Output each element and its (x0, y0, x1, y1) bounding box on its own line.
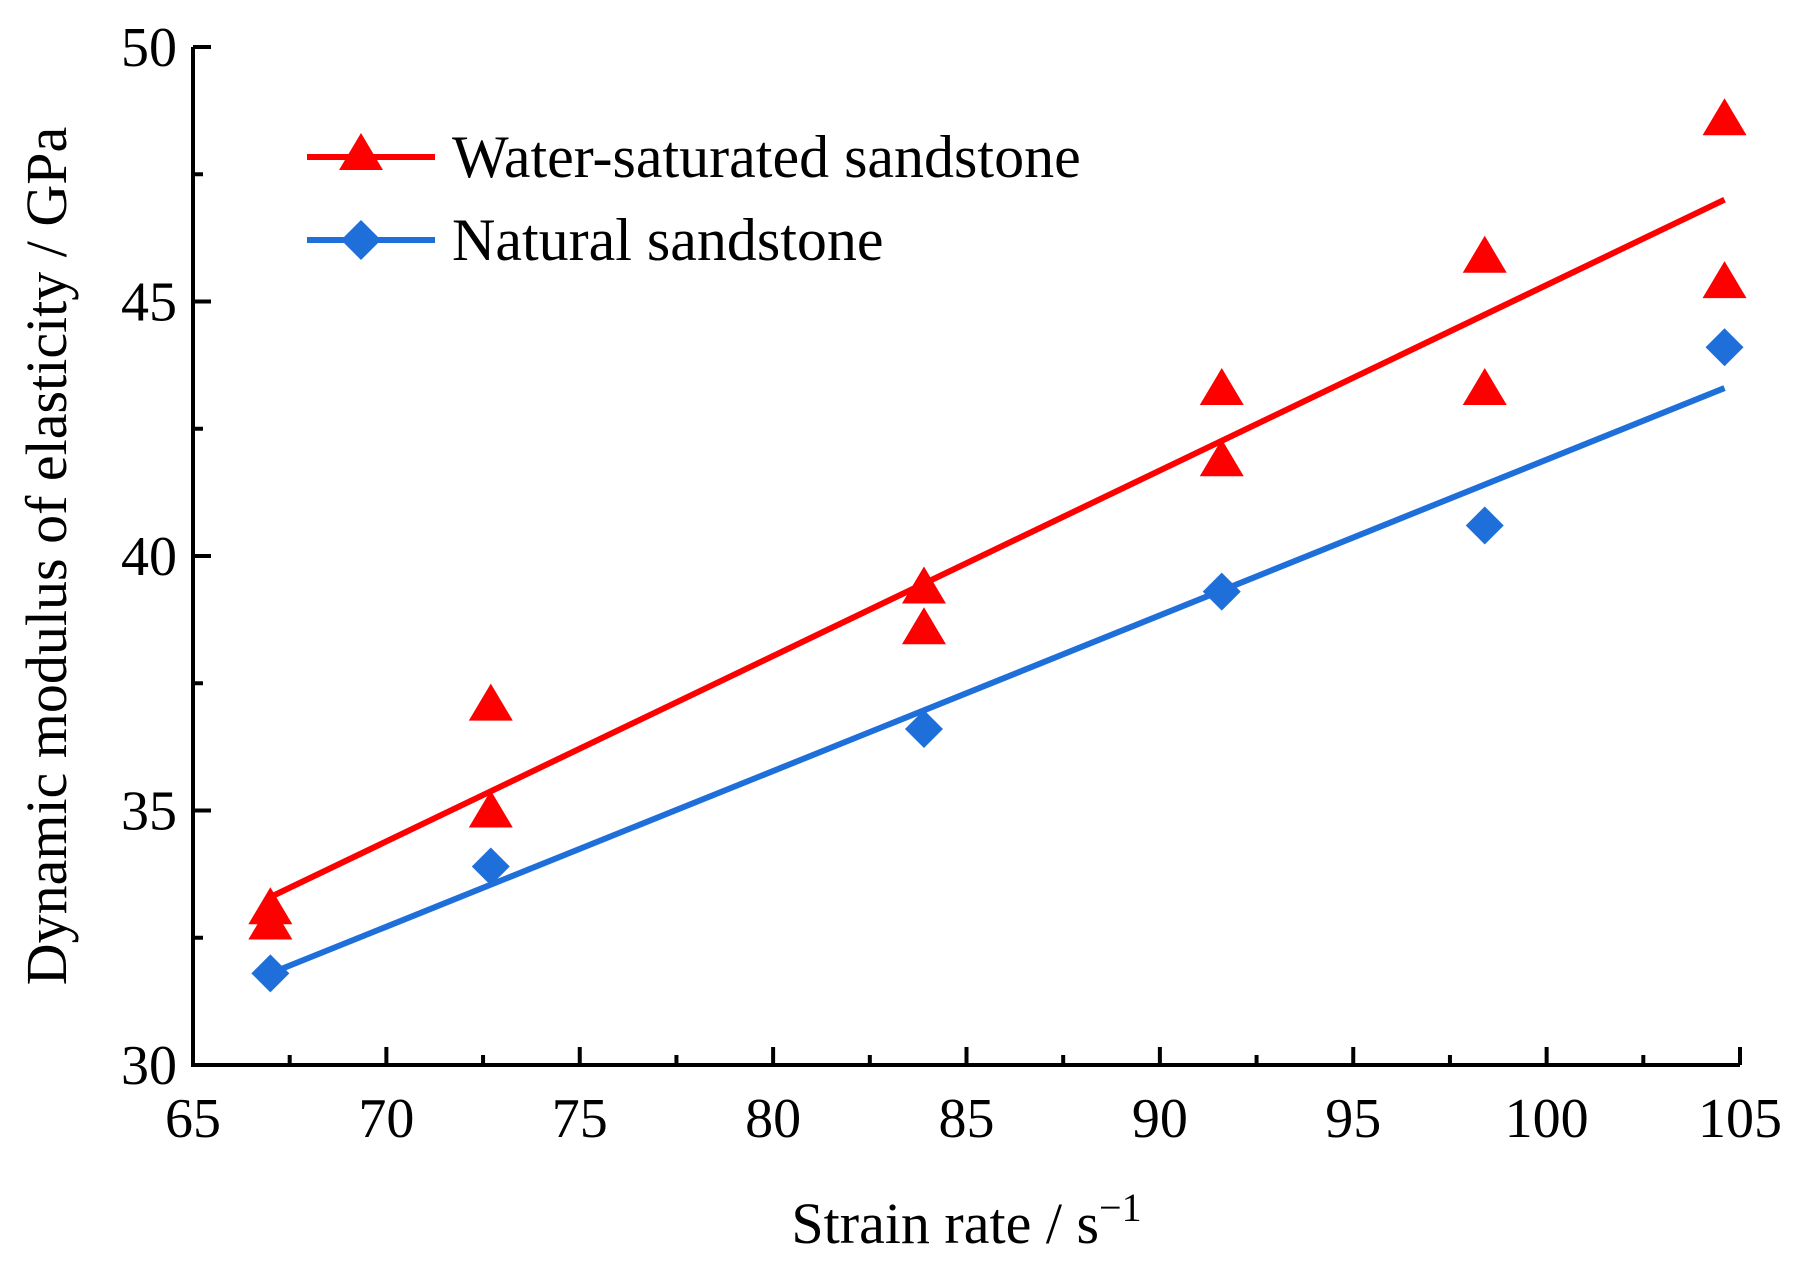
x-tick-label: 75 (552, 1088, 608, 1150)
legend-item-water-saturated: Water-saturated sandstone (307, 124, 1081, 190)
data-point-water-saturated (248, 887, 293, 925)
data-point-water-saturated (1702, 261, 1747, 299)
data-point-water-saturated (901, 607, 946, 645)
data-point-natural (904, 710, 943, 749)
legend: Water-saturated sandstone Natural sandst… (307, 124, 1081, 273)
x-tick-label: 65 (165, 1088, 221, 1150)
axes: 65 70 75 80 85 90 95 100 105 30 35 40 45 50 (121, 17, 1782, 1150)
y-tick-label: 35 (121, 781, 177, 843)
x-tick-label: 95 (1325, 1088, 1381, 1150)
data-point-natural (251, 954, 290, 993)
data-point-water-saturated (901, 566, 946, 604)
data-point-natural (1465, 506, 1504, 545)
legend-label-natural: Natural sandstone (452, 207, 884, 273)
data-point-water-saturated (1702, 98, 1747, 136)
x-axis-title-superscript: −1 (1099, 1185, 1142, 1230)
data-point-water-saturated (1462, 235, 1507, 273)
legend-label-water-saturated: Water-saturated sandstone (452, 124, 1081, 190)
x-axis-title: Strain rate / s−1 (791, 1185, 1141, 1256)
data-point-water-saturated (1199, 368, 1244, 406)
data-point-water-saturated (468, 683, 513, 721)
y-tick-label: 45 (121, 272, 177, 334)
data-point-natural (471, 847, 510, 886)
y-tick-label: 30 (121, 1035, 177, 1097)
x-tick-label: 100 (1505, 1088, 1589, 1150)
fit-lines (269, 196, 1726, 977)
x-tick-label: 80 (745, 1088, 801, 1150)
y-tick-label: 40 (121, 526, 177, 588)
fit-line-natural (269, 385, 1726, 977)
legend-item-natural: Natural sandstone (307, 207, 884, 273)
y-tick-label: 50 (121, 17, 177, 79)
x-axis-title-text: Strain rate / s (791, 1191, 1099, 1256)
legend-marker-triangle (339, 133, 383, 170)
data-point-natural (1202, 572, 1241, 611)
data-point-water-saturated (468, 790, 513, 828)
x-tick-label: 105 (1698, 1088, 1782, 1150)
x-tick-label: 85 (939, 1088, 995, 1150)
axis-ticks: 65 70 75 80 85 90 95 100 105 30 35 40 45 50 (121, 17, 1782, 1150)
data-point-water-saturated (1199, 439, 1244, 477)
data-point-water-saturated (1462, 368, 1507, 406)
x-tick-label: 70 (358, 1088, 414, 1150)
fit-line-water-saturated (269, 196, 1726, 900)
data-points (248, 98, 1747, 993)
legend-marker-diamond (341, 220, 381, 260)
data-point-natural (1705, 328, 1744, 367)
y-axis-title: Dynamic modulus of elasticity / GPa (14, 127, 79, 986)
x-tick-label: 90 (1132, 1088, 1188, 1150)
